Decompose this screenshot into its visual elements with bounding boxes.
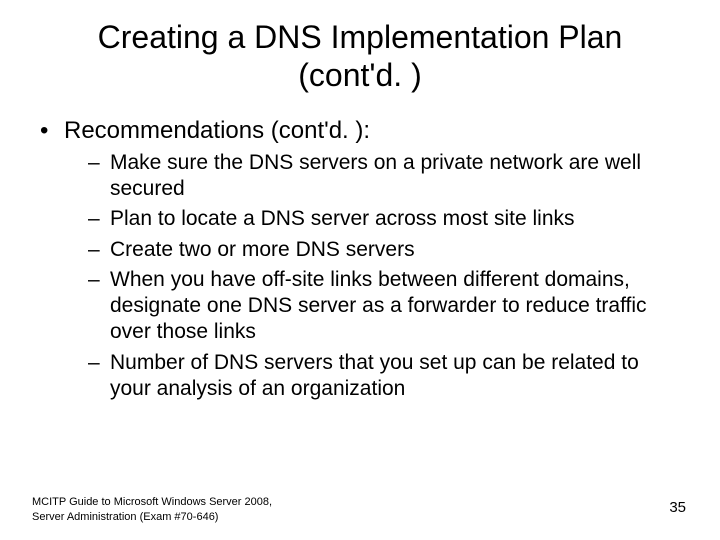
footer-line-1: MCITP Guide to Microsoft Windows Server …	[32, 496, 272, 508]
bullet-list-level1: Recommendations (cont'd. ): Make sure th…	[38, 115, 682, 402]
footer-line-2: Server Administration (Exam #70-646)	[32, 511, 218, 523]
level2-item: Make sure the DNS servers on a private n…	[88, 150, 682, 203]
level2-item: Number of DNS servers that you set up ca…	[88, 350, 682, 403]
slide-title: Creating a DNS Implementation Plan (cont…	[0, 0, 720, 95]
level2-item-text: Plan to locate a DNS server across most …	[110, 207, 575, 230]
level2-item: Plan to locate a DNS server across most …	[88, 206, 682, 232]
footer-citation: MCITP Guide to Microsoft Windows Server …	[32, 495, 272, 524]
level2-item-text: Number of DNS servers that you set up ca…	[110, 351, 639, 400]
slide: Creating a DNS Implementation Plan (cont…	[0, 0, 720, 540]
title-line-1: Creating a DNS Implementation Plan	[98, 19, 623, 55]
level2-item: When you have off-site links between dif…	[88, 267, 682, 346]
level1-item-text: Recommendations (cont'd. ):	[64, 117, 370, 144]
page-number: 35	[669, 499, 686, 516]
level1-item: Recommendations (cont'd. ): Make sure th…	[38, 115, 682, 402]
slide-body: Recommendations (cont'd. ): Make sure th…	[0, 95, 720, 402]
level2-item: Create two or more DNS servers	[88, 237, 682, 263]
level2-item-text: Make sure the DNS servers on a private n…	[110, 151, 641, 200]
level2-item-text: When you have off-site links between dif…	[110, 268, 647, 344]
bullet-list-level2: Make sure the DNS servers on a private n…	[64, 150, 682, 402]
title-line-2: (cont'd. )	[298, 57, 421, 93]
level2-item-text: Create two or more DNS servers	[110, 238, 415, 261]
